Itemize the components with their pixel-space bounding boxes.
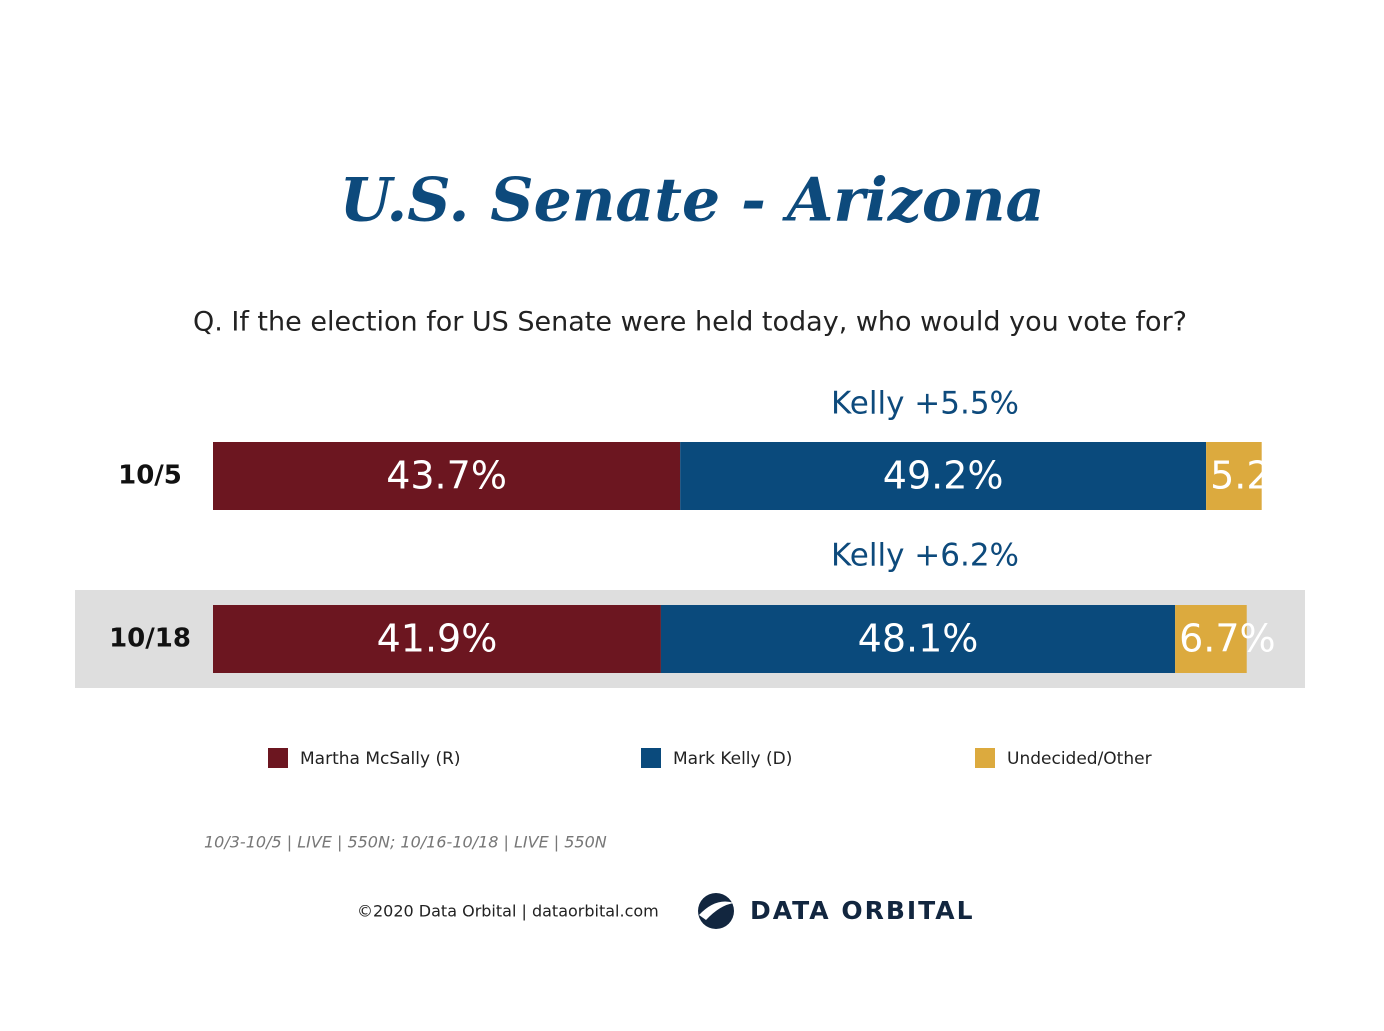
- brand: DATA ORBITAL: [750, 896, 975, 925]
- value-label: 6.7%: [1179, 617, 1276, 661]
- annotation: Kelly +5.5%: [831, 386, 1019, 422]
- legend-swatch: [641, 748, 661, 768]
- bar-segment: [680, 442, 1207, 510]
- bar-segment: [1175, 605, 1247, 673]
- bar-segment: [1206, 442, 1262, 510]
- value-label: 41.9%: [377, 617, 498, 661]
- bar-segment: [213, 605, 661, 673]
- value-label: 49.2%: [883, 454, 1004, 498]
- legend-label: Martha McSally (R): [300, 749, 461, 769]
- bar-segment: [213, 442, 681, 510]
- logo: [698, 893, 734, 929]
- note: 10/3-10/5 | LIVE | 550N; 10/16-10/18 | L…: [204, 833, 607, 852]
- category-label: 10/18: [109, 624, 191, 654]
- legend-swatch: [268, 748, 288, 768]
- subtitle: Q. If the election for US Senate were he…: [193, 307, 1187, 338]
- category-label: 10/5: [118, 461, 182, 491]
- legend-label: Mark Kelly (D): [673, 749, 792, 769]
- chart-title: U.S. Senate - Arizona: [340, 166, 1045, 236]
- annotation: Kelly +6.2%: [831, 538, 1019, 574]
- footer: ©2020 Data Orbital | dataorbital.com: [357, 902, 659, 921]
- legend-label: Undecided/Other: [1007, 749, 1152, 769]
- bar-segment: [660, 605, 1176, 673]
- legend-swatch: [975, 748, 995, 768]
- value-label: 5.2%: [1210, 454, 1307, 498]
- value-label: 48.1%: [858, 617, 979, 661]
- value-label: 43.7%: [386, 454, 507, 498]
